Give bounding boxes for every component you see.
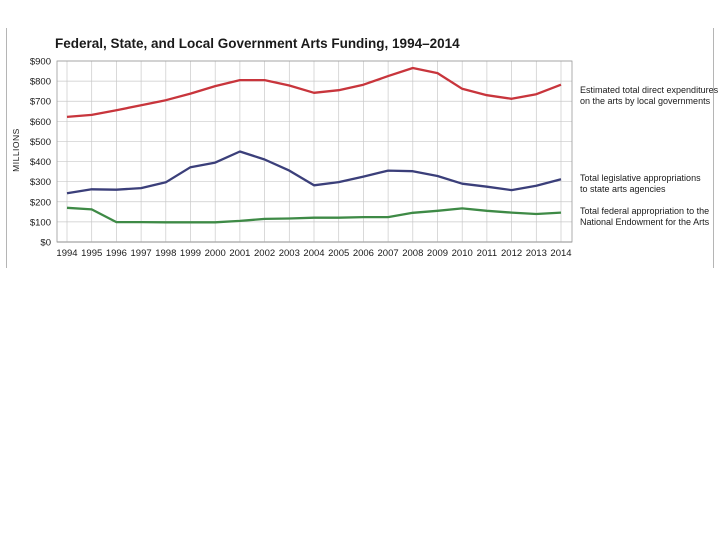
x-tick-label: 2014 bbox=[550, 248, 571, 259]
y-tick-label: $900 bbox=[30, 57, 51, 68]
y-tick-label: $300 bbox=[30, 177, 51, 188]
series-line-1 bbox=[66, 66, 562, 119]
x-tick-label: 2001 bbox=[229, 248, 250, 259]
x-tick-label: 1999 bbox=[180, 248, 201, 259]
x-tick-label: 2007 bbox=[378, 248, 399, 259]
x-tick-label: 2003 bbox=[279, 248, 300, 259]
series-labels: Estimated total direct expenditures on th… bbox=[580, 85, 719, 227]
x-tick-label: 1996 bbox=[106, 248, 127, 259]
page-right-border bbox=[713, 28, 714, 268]
x-tick-label: 2009 bbox=[427, 248, 448, 259]
x-tick-label: 1994 bbox=[56, 248, 77, 259]
x-tick-label: 2004 bbox=[303, 248, 324, 259]
y-tick-label: $600 bbox=[30, 117, 51, 128]
y-axis-label: MILLIONS bbox=[11, 128, 21, 172]
y-tick-label: $100 bbox=[30, 217, 51, 228]
y-tick-label: $0 bbox=[40, 238, 51, 249]
series-label-1: Estimated total direct expenditures on th… bbox=[580, 85, 719, 106]
gridlines bbox=[56, 60, 573, 243]
x-tick-label: 2002 bbox=[254, 248, 275, 259]
plot-frame bbox=[56, 60, 573, 243]
page-left-border bbox=[6, 28, 7, 268]
x-tick-label: 2008 bbox=[402, 248, 423, 259]
x-tick-labels: 1994 1995 1996 1997 1998 1999 2000 2001 2002 2003… bbox=[56, 248, 571, 259]
y-tick-label: $800 bbox=[30, 77, 51, 88]
series-line-3 bbox=[66, 206, 562, 224]
y-tick-label: $400 bbox=[30, 157, 51, 168]
y-tick-label: $200 bbox=[30, 197, 51, 208]
x-tick-label: 1998 bbox=[155, 248, 176, 259]
x-tick-label: 2012 bbox=[501, 248, 522, 259]
chart-title: Federal, State, and Local Government Art… bbox=[55, 36, 460, 51]
x-tick-label: 2000 bbox=[205, 248, 226, 259]
series-label-3: Total federal appropriation to the Nation… bbox=[580, 206, 710, 227]
x-tick-label: 2006 bbox=[353, 248, 374, 259]
x-tick-label: 2010 bbox=[452, 248, 473, 259]
y-tick-label: $500 bbox=[30, 137, 51, 148]
series-line-2 bbox=[66, 150, 562, 195]
x-tick-label: 2011 bbox=[477, 248, 497, 259]
series-lines bbox=[66, 66, 562, 224]
x-tick-label: 2005 bbox=[328, 248, 349, 259]
x-tick-label: 1997 bbox=[131, 248, 152, 259]
y-tick-label: $700 bbox=[30, 97, 51, 108]
y-tick-labels: $0 $100 $200 $300 $400 $500 $600 $700 $800 $900 bbox=[30, 57, 51, 249]
x-tick-label: 2013 bbox=[526, 248, 547, 259]
series-label-2: Total legislative appropriations to state… bbox=[580, 173, 701, 194]
x-tick-label: 1995 bbox=[81, 248, 102, 259]
